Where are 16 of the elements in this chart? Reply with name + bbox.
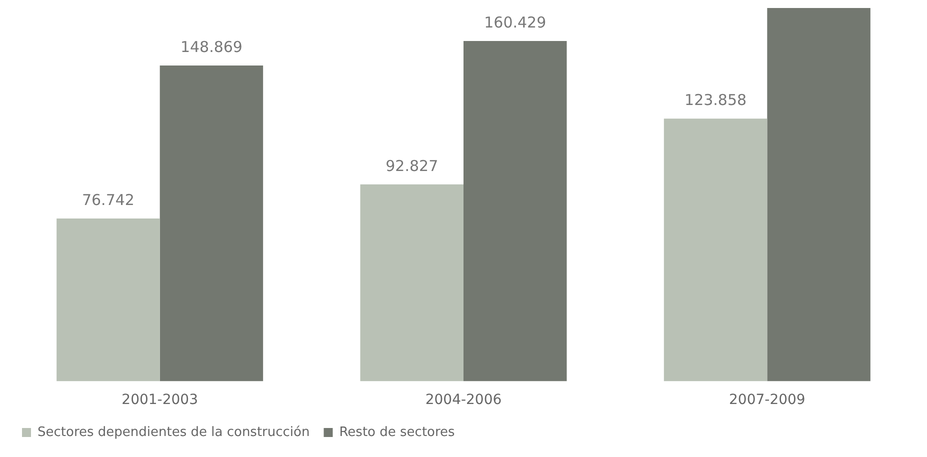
bar: [56, 218, 160, 382]
x-tick-label: 2004-2006: [425, 392, 502, 408]
bar: [464, 41, 567, 382]
legend-label: Sectores dependientes de la construcción: [38, 424, 310, 440]
data-label: 76.742: [82, 190, 134, 209]
bar: [664, 118, 768, 382]
x-tick-label: 2001-2003: [122, 392, 198, 408]
data-label: 123.858: [684, 90, 747, 109]
data-label: 148.869: [180, 38, 242, 56]
data-label: 92.827: [386, 156, 438, 175]
legend-label: Resto de sectores: [339, 424, 456, 440]
x-tick-label: 2007-2009: [729, 392, 806, 408]
bar: [767, 8, 870, 382]
bar: [360, 184, 464, 382]
data-label: 160.429: [484, 13, 546, 32]
bar: [160, 66, 264, 382]
